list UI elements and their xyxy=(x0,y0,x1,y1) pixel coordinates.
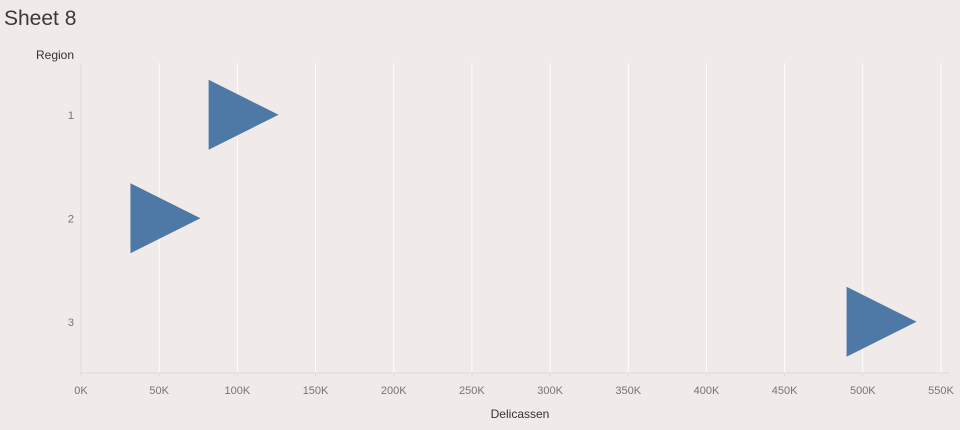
x-tick-label: 400K xyxy=(694,385,720,397)
x-tick-label: 350K xyxy=(615,385,641,397)
y-tick-label: 2 xyxy=(68,213,74,225)
y-axis-ticks: 1 2 3 xyxy=(68,110,74,329)
x-axis-title: Delicassen xyxy=(491,407,550,421)
sheet-title: Sheet 8 xyxy=(4,7,77,30)
x-tick-label: 550K xyxy=(928,385,954,397)
data-point-triangle[interactable] xyxy=(846,286,917,357)
data-point-triangle[interactable] xyxy=(208,79,279,150)
x-tick-label: 450K xyxy=(772,385,798,397)
y-axis-title: Region xyxy=(36,48,74,62)
x-tick-label: 150K xyxy=(303,385,329,397)
x-tick-label: 300K xyxy=(537,385,563,397)
y-tick-label: 3 xyxy=(68,317,74,329)
y-tick-label: 1 xyxy=(68,110,74,122)
x-tick-label: 500K xyxy=(850,385,876,397)
x-tick-label: 250K xyxy=(459,385,485,397)
data-point-triangle[interactable] xyxy=(130,183,201,254)
data-marks xyxy=(130,79,917,357)
x-tick-label: 200K xyxy=(381,385,407,397)
x-tick-label: 100K xyxy=(225,385,251,397)
x-tick-label: 0K xyxy=(74,385,88,397)
x-axis-ticks: 0K 50K 100K 150K 200K 250K 300K 350K 400K 450K 500… xyxy=(74,373,955,397)
x-tick-label: 50K xyxy=(149,385,169,397)
